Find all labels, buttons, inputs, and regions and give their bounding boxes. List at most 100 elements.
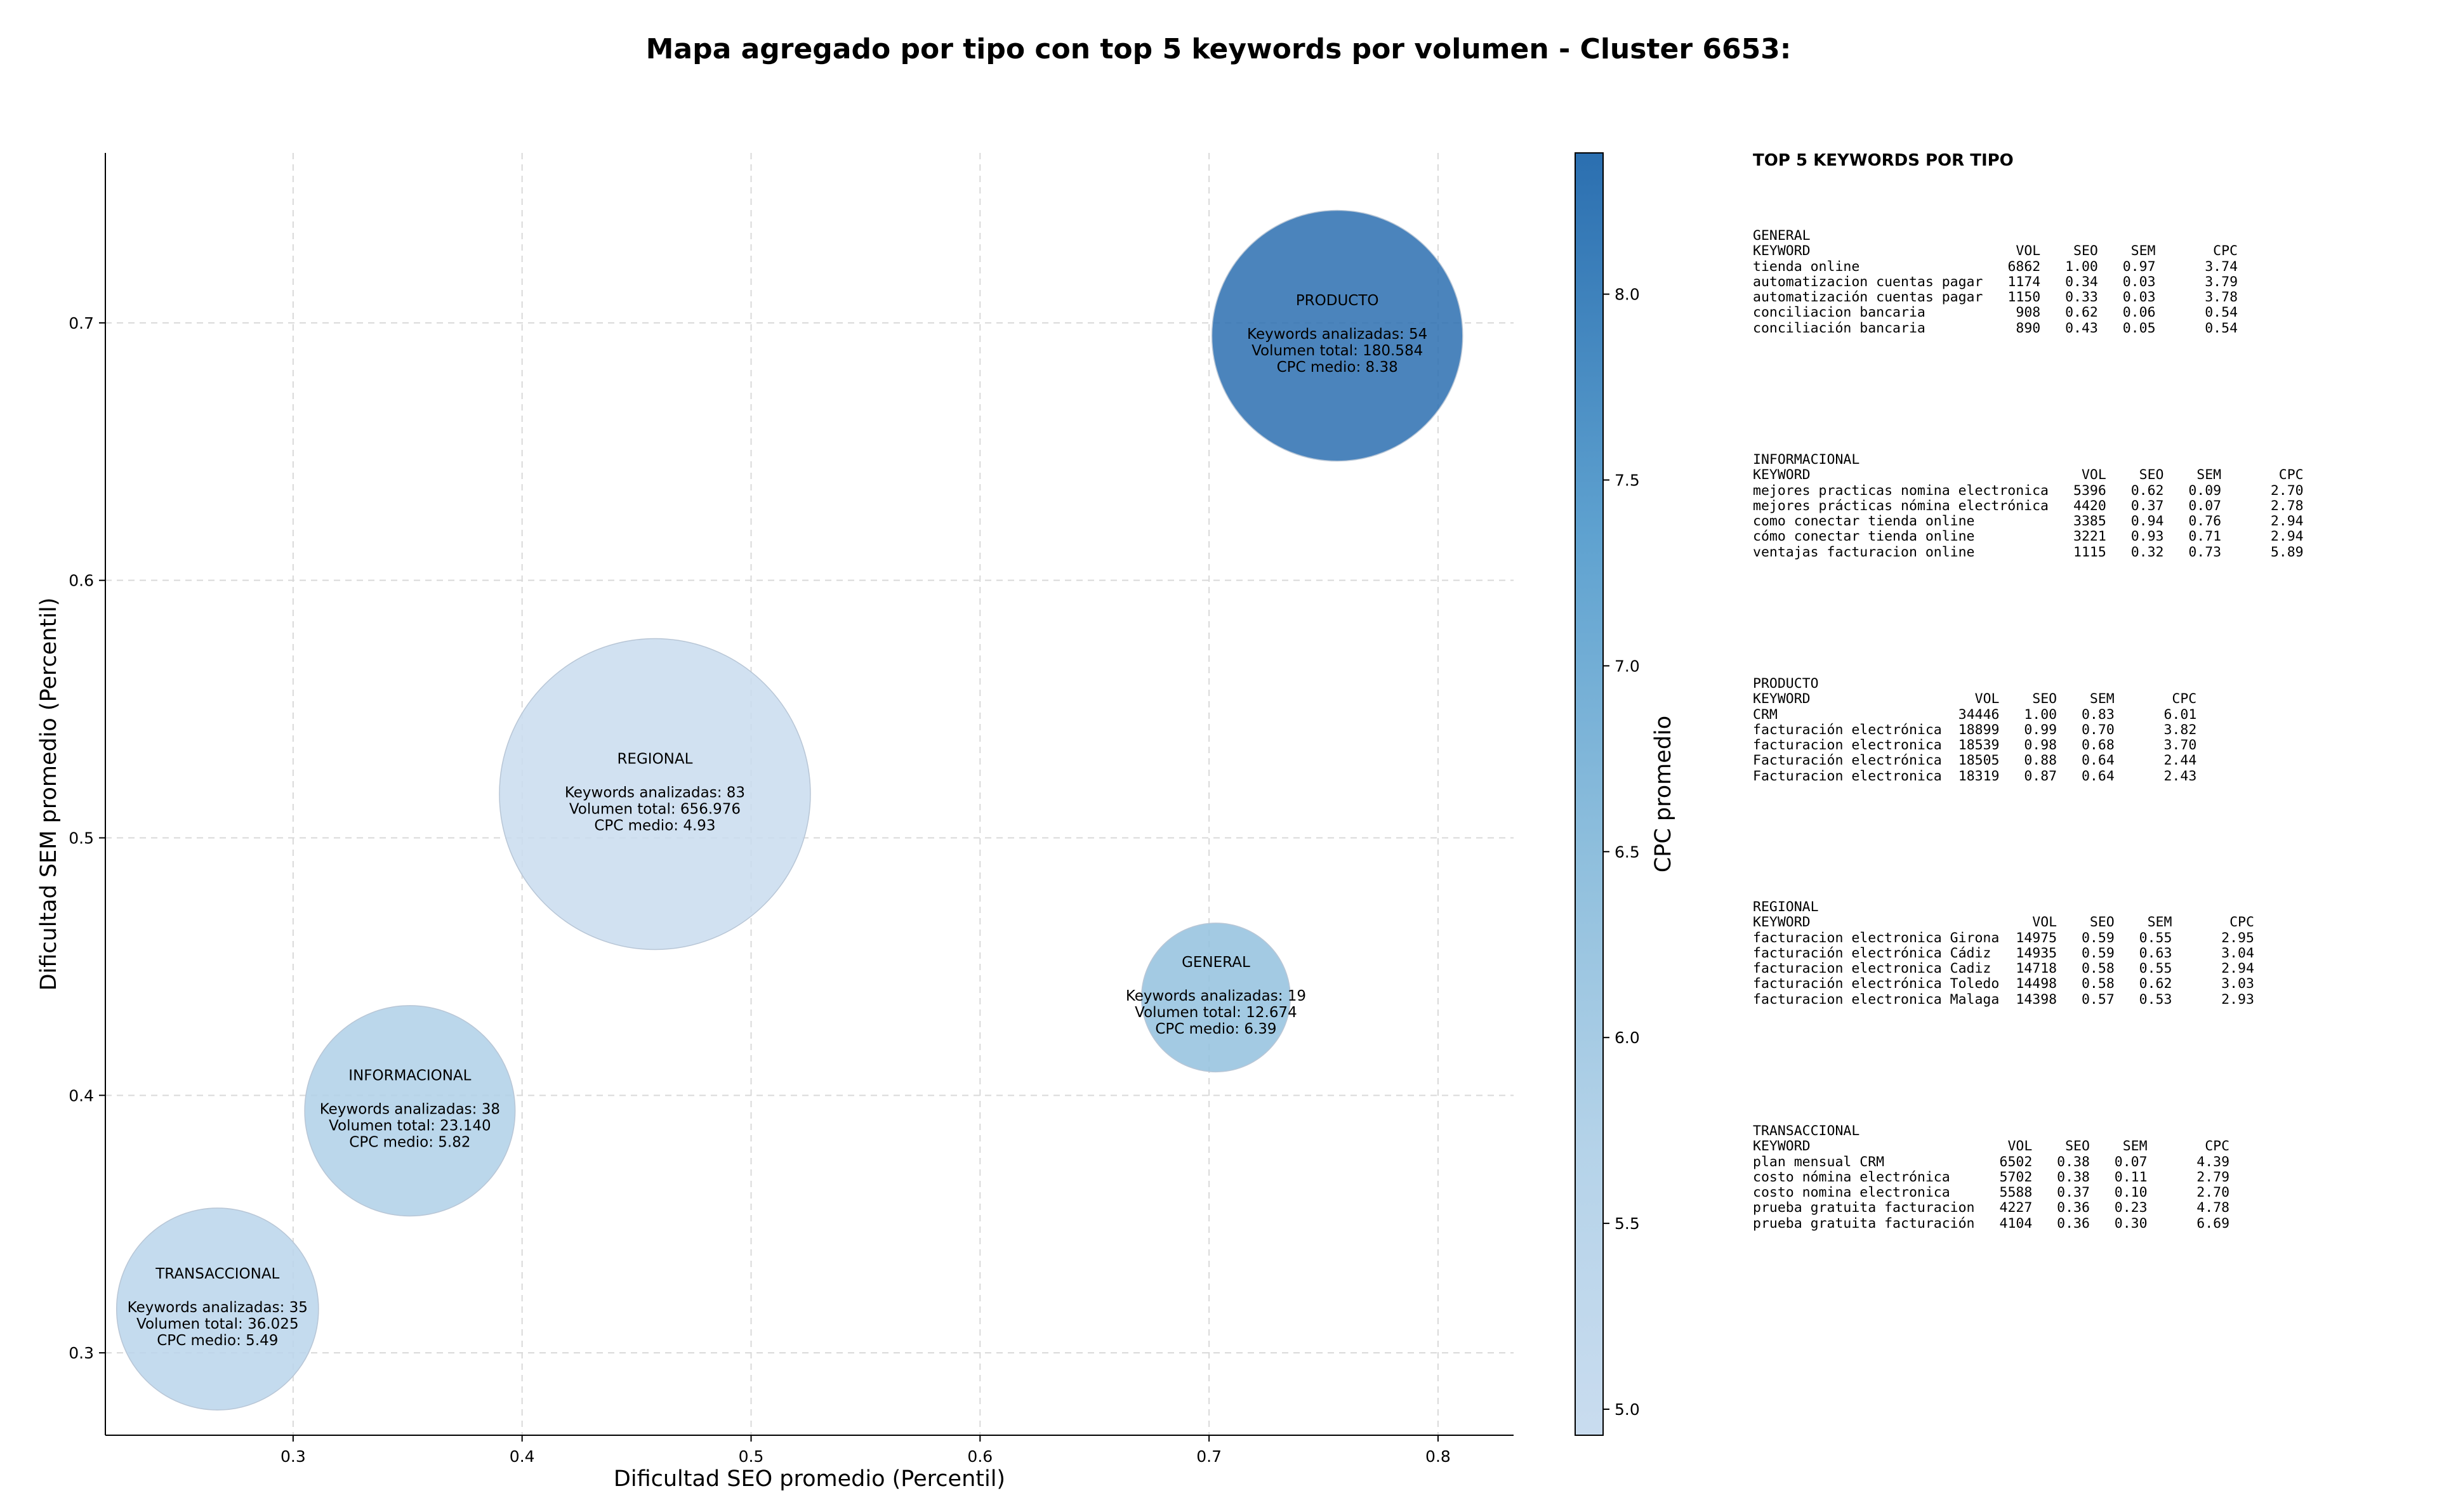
table-cell: 908	[2016, 305, 2041, 321]
table-cell: 1115	[2073, 544, 2106, 560]
colorbar-tick-label: 7.0	[1615, 657, 1640, 675]
bubble-info-line: Keywords analizadas: 83	[565, 785, 745, 801]
table-cell: 2.70	[2270, 482, 2304, 499]
table-row: mejores prácticas nómina electrónica 4420…	[1753, 497, 2304, 514]
x-axis-label: Dificultad SEO promedio (Percentil)	[614, 1466, 1005, 1492]
table-cell: Facturación electrónica	[1753, 753, 1942, 769]
table-cell: 0.03	[2122, 273, 2156, 290]
table-cell: 0.38	[2057, 1169, 2090, 1185]
y-tick-label: 0.6	[69, 572, 94, 590]
table-cell: 0.38	[2057, 1154, 2090, 1170]
table-cell: cómo conectar tienda online	[1753, 529, 1975, 545]
table-group-name: TRANSACCIONAL	[1753, 1123, 1860, 1139]
table-cell: 4227	[1999, 1200, 2033, 1216]
table-row: tienda online 6862 1.00 0.97 3.74	[1753, 258, 2238, 275]
table-header-cell: SEM	[2089, 691, 2115, 707]
table-header-cell: CPC	[2172, 691, 2197, 707]
table-cell: 6862	[2007, 258, 2041, 275]
bubble-general	[1140, 923, 1291, 1073]
bubble-info-line: Volumen total: 656.976	[569, 801, 741, 818]
table-row: prueba gratuita facturacion 4227 0.36 0.23 4…	[1753, 1200, 2229, 1216]
table-header-cell: KEYWORD	[1753, 243, 1811, 260]
table-cell: plan mensual CRM	[1753, 1154, 1885, 1170]
bubble-label: PRODUCTO	[1296, 293, 1379, 309]
bubble-info-line: CPC medio: 4.93	[594, 818, 715, 834]
table-cell: 0.59	[2081, 945, 2115, 961]
keywords-table-regional: REGIONAL KEYWORD VOL SEO SEM CPC facturacion e…	[1753, 899, 2254, 1008]
table-cell: facturacion electronica Girona	[1753, 930, 2000, 946]
table-row: facturacion electronica Cadiz 14718 0.58 0.…	[1753, 961, 2254, 976]
table-header-cell: SEM	[2196, 467, 2222, 483]
y-tick-label: 0.4	[69, 1086, 94, 1105]
table-cell: 0.68	[2081, 737, 2115, 754]
table-cell: facturación electrónica Cádiz	[1753, 945, 1991, 961]
y-axis-label: Dificultad SEM promedio (Percentil)	[36, 598, 62, 991]
table-cell: costo nomina electronica	[1753, 1185, 1950, 1201]
bubble-label: REGIONAL	[617, 751, 692, 768]
table-cell: 0.88	[2024, 753, 2057, 769]
table-header-cell: SEM	[2147, 914, 2172, 931]
table-cell: 1174	[2007, 273, 2041, 290]
table-cell: 2.43	[2163, 768, 2197, 784]
x-tick-label: 0.8	[1425, 1447, 1451, 1466]
colorbar-tick-label: 8.0	[1615, 286, 1640, 304]
colorbar: 5.0 5.5 6.0 6.5 7.0 7.5 8.0 CPC promedio	[1575, 152, 1676, 1436]
table-cell: 0.62	[2130, 482, 2164, 499]
table-cell: 2.94	[2221, 961, 2254, 977]
table-cell: 6.69	[2196, 1215, 2230, 1232]
table-cell: facturacion electronica Cadiz	[1753, 961, 1991, 977]
table-row: CRM 34446 1.00 0.83 6.01	[1753, 707, 2196, 723]
table-row: mejores practicas nomina electronica 5396…	[1753, 483, 2304, 499]
table-cell: 34446	[1958, 706, 2000, 723]
table-header-cell: SEO	[2032, 691, 2057, 707]
table-cell: automatizacion cuentas pagar	[1753, 273, 1983, 290]
bubble-info-line: Keywords analizadas: 19	[1126, 988, 1306, 1004]
table-cell: 0.03	[2122, 289, 2156, 306]
table-cell: Facturacion electronica	[1753, 768, 1942, 784]
table-header-cell: SEM	[2122, 1138, 2148, 1155]
table-header-cell: CPC	[2205, 1138, 2230, 1155]
table-cell: 6502	[1999, 1154, 2033, 1170]
keywords-table-informacional: INFORMACIONAL KEYWORD VOL SEO SEM CPC mejores …	[1753, 452, 2304, 560]
colorbar-label: CPC promedio	[1651, 716, 1676, 872]
table-cell: 2.95	[2221, 930, 2254, 946]
table-cell: 3.70	[2163, 737, 2197, 754]
table-cell: 0.54	[2205, 320, 2238, 336]
table-cell: 0.37	[2130, 497, 2164, 514]
table-header-cell: VOL	[1974, 691, 2000, 707]
table-cell: conciliacion bancaria	[1753, 305, 1925, 321]
table-header-cell: VOL	[2032, 914, 2057, 931]
axes: 0.3 0.4 0.5 0.6 0.7 0.8 0.3 0.4 0.5 0.6 0.7 Dificul…	[36, 153, 1514, 1492]
bubble-info-line: Volumen total: 12.674	[1135, 1004, 1297, 1021]
bubble-info-line: CPC medio: 8.38	[1277, 359, 1398, 376]
table-header-cell: SEO	[2073, 243, 2098, 260]
table-cell: 0.64	[2081, 768, 2115, 784]
table-cell: tienda online	[1753, 258, 1860, 275]
colorbar-tick-label: 5.0	[1615, 1400, 1640, 1419]
table-row: costo nomina electronica 5588 0.37 0.10 2.70	[1753, 1185, 2229, 1200]
table-cell: facturación electrónica Toledo	[1753, 976, 2000, 992]
table-cell: 3.78	[2205, 289, 2238, 306]
table-cell: prueba gratuita facturacion	[1753, 1200, 1975, 1216]
table-cell: 18505	[1958, 753, 2000, 769]
table-cell: 0.57	[2081, 991, 2115, 1008]
table-cell: 3221	[2073, 529, 2106, 545]
bubble-info-line: CPC medio: 5.49	[157, 1332, 278, 1349]
bubble-label: GENERAL	[1182, 954, 1250, 971]
table-header: KEYWORD VOL SEO SEM CPC	[1753, 243, 2238, 260]
table-cell: 0.73	[2188, 544, 2222, 560]
table-cell: automatización cuentas pagar	[1753, 289, 1983, 306]
table-cell: 4.78	[2196, 1200, 2230, 1216]
table-row: conciliacion bancaria 908 0.62 0.06 0.54	[1753, 305, 2238, 321]
table-cell: 3.03	[2221, 976, 2254, 992]
keywords-table-producto: PRODUCTO KEYWORD VOL SEO SEM CPC CRM 34446 1.00 0…	[1753, 676, 2196, 784]
y-tick-label: 0.5	[69, 829, 94, 847]
table-header-cell: SEM	[2130, 243, 2156, 260]
keywords-panel-title: TOP 5 KEYWORDS POR TIPO	[1753, 151, 2014, 170]
table-cell: 0.55	[2139, 930, 2172, 946]
table-header-cell: KEYWORD	[1753, 691, 1811, 707]
